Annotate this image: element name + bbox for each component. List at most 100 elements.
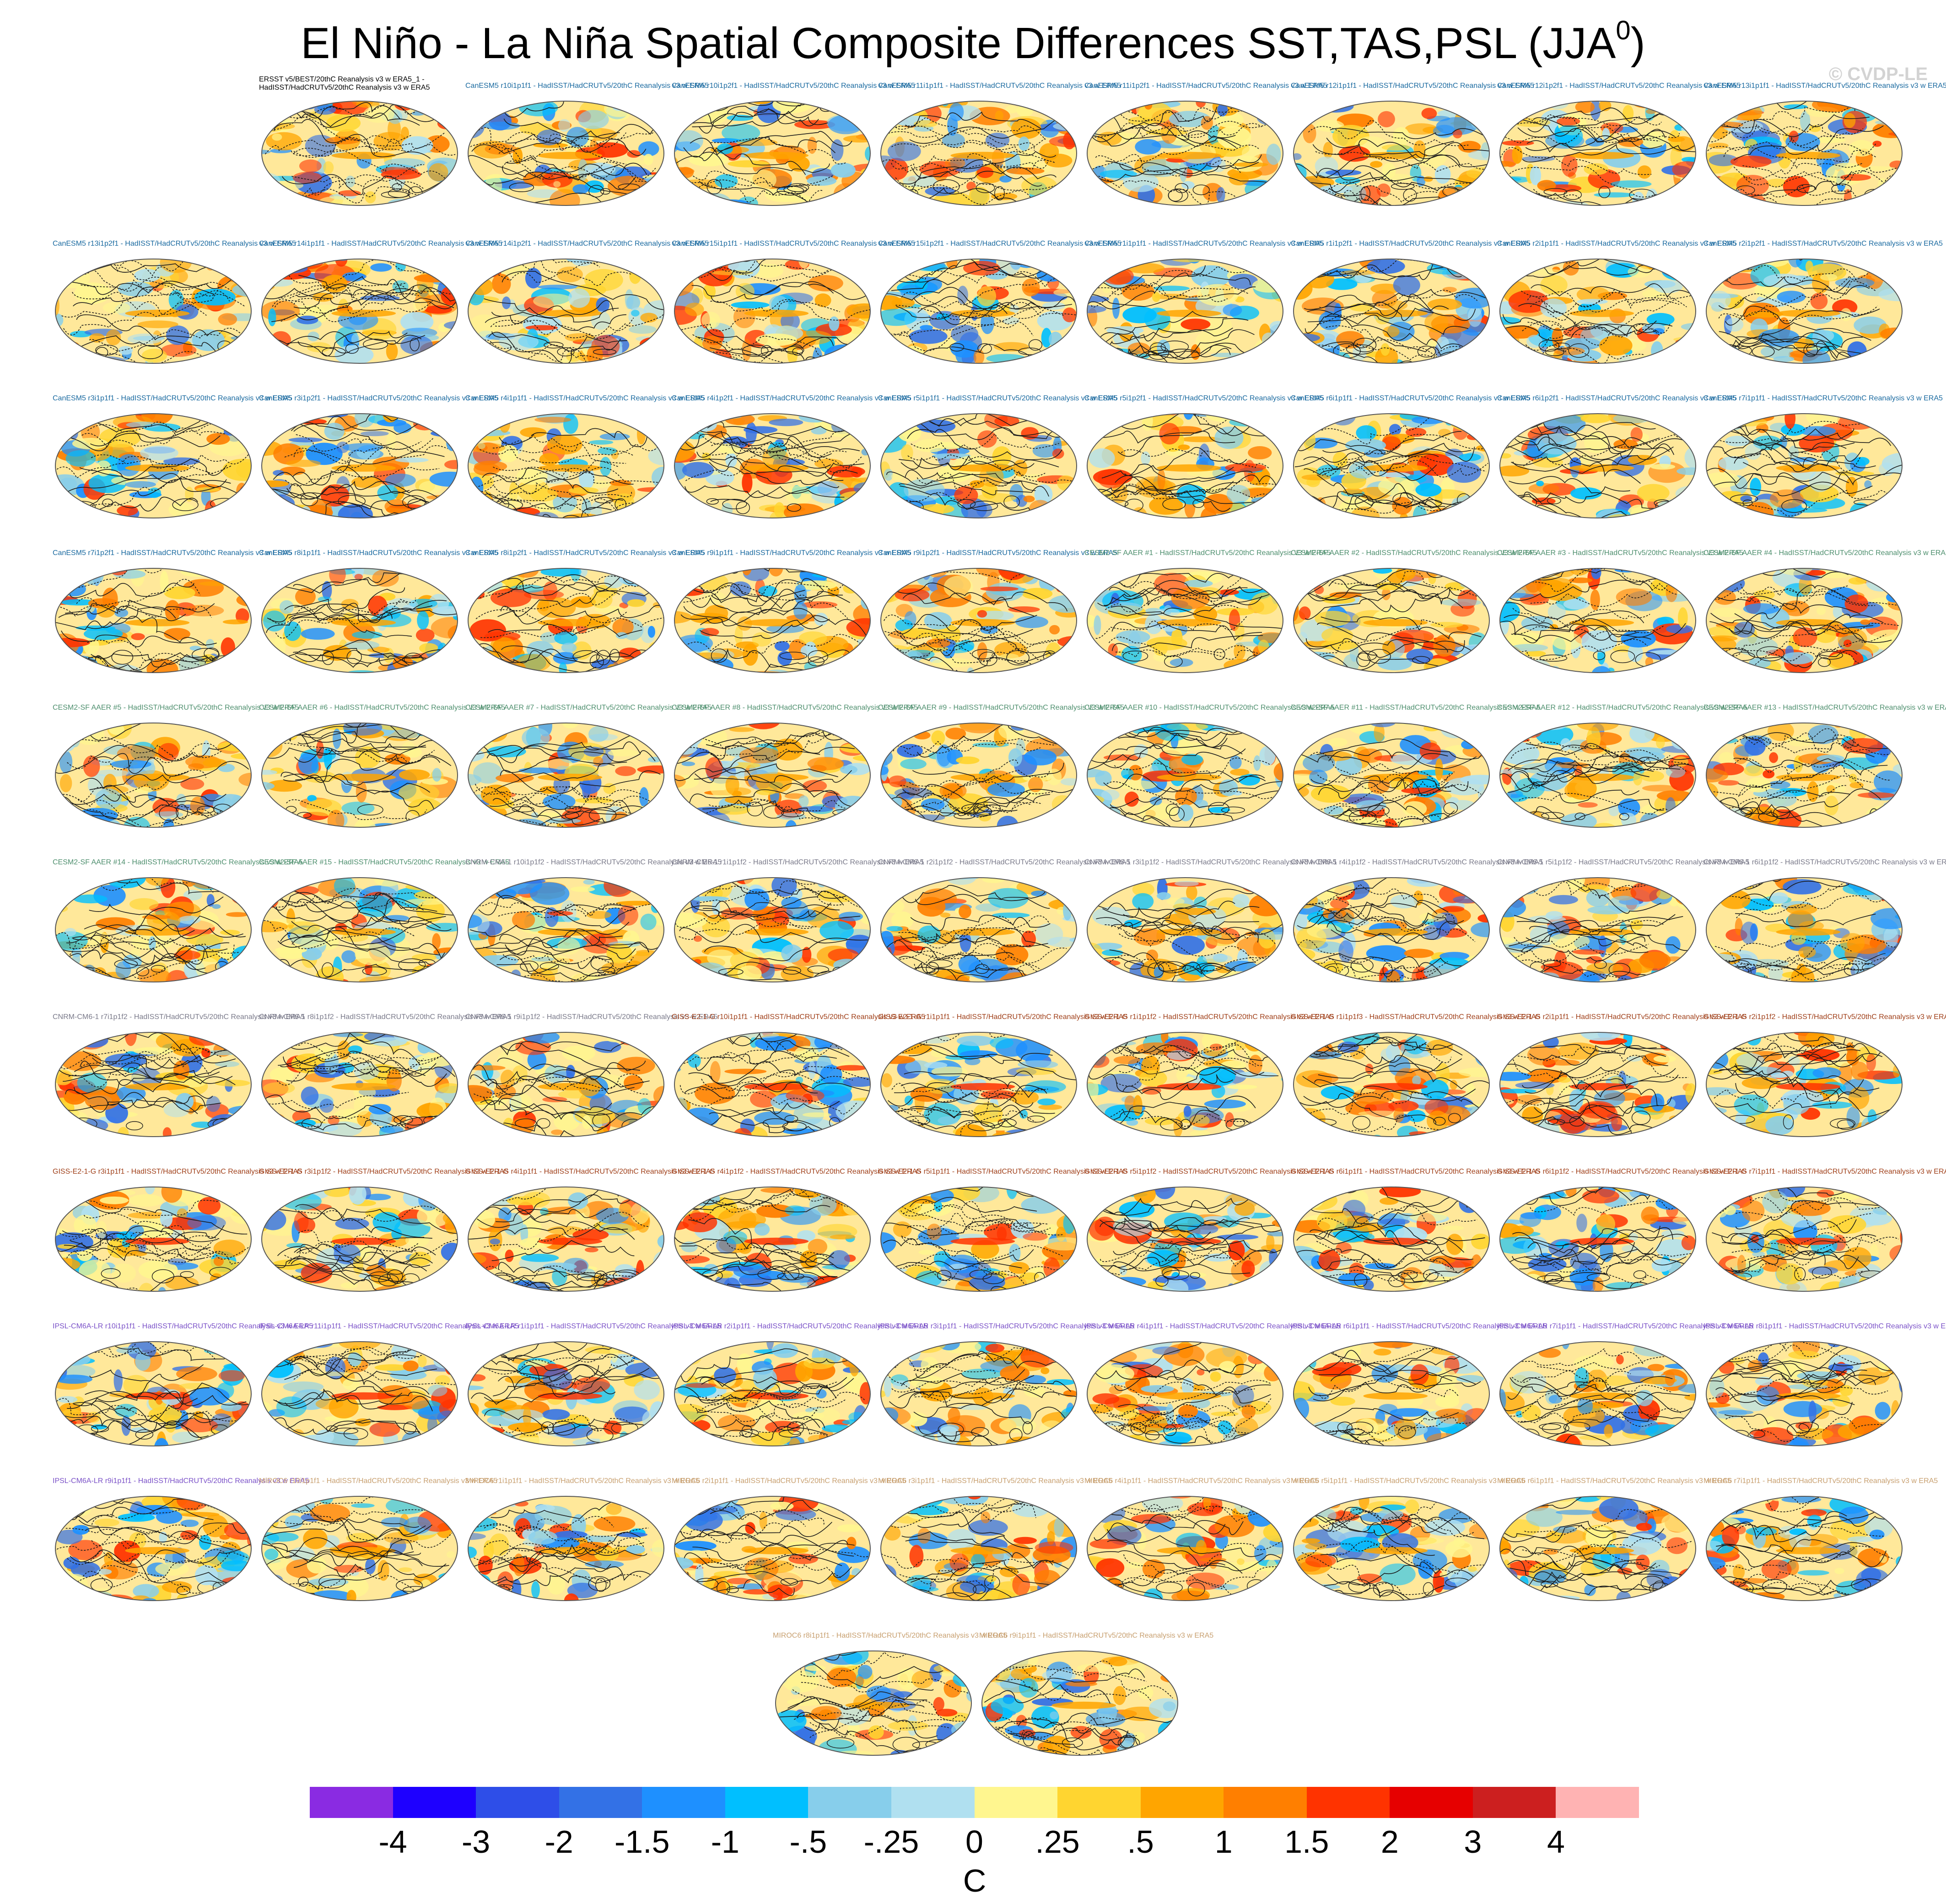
- map-panel: GISS-E2-1-G r10i1p1f1 - HadISST/HadCRUTv…: [672, 1013, 925, 1139]
- page-title: El Niño - La Niña Spatial Composite Diff…: [301, 16, 1645, 68]
- world-map: [1706, 413, 1903, 518]
- world-map: [1499, 413, 1696, 518]
- map-panel-title: CESM2-SF AAER #2 - HadISST/HadCRUTv5/20t…: [1291, 549, 1537, 557]
- map-panel: MIROC6 r2i1p1f1 - HadISST/HadCRUTv5/20th…: [672, 1477, 906, 1603]
- map-panel: CNRM-CM6-1 r4i1p1f2 - HadISST/HadCRUTv5/…: [1291, 858, 1543, 985]
- map-panel: CESM2-SF AAER #1 - HadISST/HadCRUTv5/20t…: [1084, 549, 1331, 675]
- world-map: [55, 877, 252, 982]
- world-map: [880, 723, 1077, 828]
- colorbar-segment: [1224, 1787, 1307, 1818]
- world-map: [55, 1496, 252, 1601]
- map-panel-title: GISS-E2-1-G r4i1p1f1 - HadISST/HadCRUTv5…: [465, 1168, 715, 1176]
- map-panel: GISS-E2-1-G r2i1p1f1 - HadISST/HadCRUTv5…: [1497, 1013, 1747, 1139]
- world-map: [468, 723, 664, 828]
- map-panel-title: CanESM5 r9i1p1f1 - HadISST/HadCRUTv5/20t…: [672, 549, 911, 557]
- world-map: [261, 877, 458, 982]
- map-panel-title: CESM2-SF AAER #5 - HadISST/HadCRUTv5/20t…: [53, 704, 299, 712]
- map-panel: CanESM5 r7i1p2f1 - HadISST/HadCRUTv5/20t…: [53, 549, 292, 675]
- world-map: [468, 1496, 664, 1601]
- map-panel-title: GISS-E2-1-G r3i1p1f1 - HadISST/HadCRUTv5…: [53, 1168, 302, 1176]
- world-map: [55, 568, 252, 673]
- colorbar-tick-label: 0: [965, 1824, 983, 1860]
- map-panel-title: CanESM5 r5i1p2f1 - HadISST/HadCRUTv5/20t…: [1084, 394, 1324, 402]
- world-map: [1293, 723, 1490, 828]
- world-map: [1706, 1341, 1903, 1446]
- map-panel: ERSST v5/BEST/20thC Reanalysis v3 w ERA5…: [259, 76, 460, 208]
- map-panel: CESM2-SF AAER #6 - HadISST/HadCRUTv5/20t…: [259, 704, 505, 830]
- world-map: [55, 1341, 252, 1446]
- map-panel-title: CanESM5 r10i1p2f1 - HadISST/HadCRUTv5/20…: [672, 82, 915, 90]
- map-panel: IPSL-CM6A-LR r2i1p1f1 - HadISST/HadCRUTv…: [672, 1322, 928, 1449]
- colorbar-tick-label: -4: [378, 1824, 407, 1860]
- map-panel: CESM2-SF AAER #15 - HadISST/HadCRUTv5/20…: [259, 858, 509, 985]
- world-map: [1087, 568, 1283, 673]
- map-panel-title: CanESM5 r4i1p1f1 - HadISST/HadCRUTv5/20t…: [465, 394, 705, 402]
- map-panel: CanESM5 r4i1p2f1 - HadISST/HadCRUTv5/20t…: [672, 394, 911, 521]
- colorbar-tick-label: -1.5: [614, 1824, 670, 1860]
- map-panel: CanESM5 r3i1p2f1 - HadISST/HadCRUTv5/20t…: [259, 394, 498, 521]
- world-map: [1087, 1341, 1283, 1446]
- map-panel: CNRM-CM6-1 r6i1p1f2 - HadISST/HadCRUTv5/…: [1703, 858, 1946, 985]
- map-panel: CanESM5 r2i1p1f1 - HadISST/HadCRUTv5/20t…: [1497, 240, 1736, 366]
- map-panel: CanESM5 r10i1p1f1 - HadISST/HadCRUTv5/20…: [465, 82, 709, 208]
- map-panel: CNRM-CM6-1 r8i1p1f2 - HadISST/HadCRUTv5/…: [259, 1013, 511, 1139]
- map-panel-title: CESM2-SF AAER #14 - HadISST/HadCRUTv5/20…: [53, 858, 303, 866]
- colorbar-segment: [974, 1787, 1058, 1818]
- map-panel-title: CESM2-SF AAER #13 - HadISST/HadCRUTv5/20…: [1703, 704, 1946, 712]
- colorbar: [310, 1787, 1639, 1818]
- map-panel: CESM2-SF AAER #4 - HadISST/HadCRUTv5/20t…: [1703, 549, 1946, 675]
- map-panel-title: CanESM5 r2i1p1f1 - HadISST/HadCRUTv5/20t…: [1497, 240, 1736, 248]
- colorbar-segment: [559, 1787, 642, 1818]
- world-map: [981, 1650, 1178, 1756]
- map-panel: CanESM5 r8i1p2f1 - HadISST/HadCRUTv5/20t…: [465, 549, 705, 675]
- colorbar-tick-label: -.5: [789, 1824, 827, 1860]
- map-panel: CNRM-CM6-1 r7i1p1f2 - HadISST/HadCRUTv5/…: [53, 1013, 305, 1139]
- map-panel-title: CanESM5 r8i1p1f1 - HadISST/HadCRUTv5/20t…: [259, 549, 498, 557]
- map-panel-title: IPSL-CM6A-LR r9i1p1f1 - HadISST/HadCRUTv…: [53, 1477, 309, 1485]
- map-panel-title: GISS-E2-1-G r10i1p1f1 - HadISST/HadCRUTv…: [672, 1013, 925, 1021]
- world-map: [1293, 1032, 1490, 1137]
- map-panel: MIROC6 r5i1p1f1 - HadISST/HadCRUTv5/20th…: [1291, 1477, 1525, 1603]
- map-panel-title: CanESM5 r9i1p2f1 - HadISST/HadCRUTv5/20t…: [878, 549, 1117, 557]
- colorbar-segment: [1472, 1787, 1556, 1818]
- world-map: [775, 1650, 972, 1756]
- map-panel: GISS-E2-1-G r5i1p1f1 - HadISST/HadCRUTv5…: [878, 1168, 1127, 1294]
- map-panel-title: CanESM5 r4i1p2f1 - HadISST/HadCRUTv5/20t…: [672, 394, 911, 402]
- world-map: [1087, 259, 1283, 364]
- map-panel-title: GISS-E2-1-G r1i1p1f2 - HadISST/HadCRUTv5…: [1084, 1013, 1334, 1021]
- map-panel: CNRM-CM6-1 r10i1p1f2 - HadISST/HadCRUTv5…: [465, 858, 722, 985]
- world-map: [880, 877, 1077, 982]
- map-panel: CESM2-SF AAER #12 - HadISST/HadCRUTv5/20…: [1497, 704, 1747, 830]
- map-panel-title: CESM2-SF AAER #12 - HadISST/HadCRUTv5/20…: [1497, 704, 1747, 712]
- map-panel: CanESM5 r9i1p1f1 - HadISST/HadCRUTv5/20t…: [672, 549, 911, 675]
- map-panel: CanESM5 r14i1p1f1 - HadISST/HadCRUTv5/20…: [259, 240, 502, 366]
- colorbar-tick-label: -.25: [863, 1824, 919, 1860]
- world-map: [880, 1032, 1077, 1137]
- map-panel: GISS-E2-1-G r4i1p1f2 - HadISST/HadCRUTv5…: [672, 1168, 921, 1294]
- map-panel: CNRM-CM6-1 r9i1p1f2 - HadISST/HadCRUTv5/…: [465, 1013, 717, 1139]
- map-panel-title: GISS-E2-1-G r6i1p1f2 - HadISST/HadCRUTv5…: [1497, 1168, 1747, 1176]
- map-panel: IPSL-CM6A-LR r8i1p1f1 - HadISST/HadCRUTv…: [1703, 1322, 1946, 1449]
- world-map: [1293, 877, 1490, 982]
- map-panel-title: GISS-E2-1-G r2i1p1f2 - HadISST/HadCRUTv5…: [1703, 1013, 1946, 1021]
- map-panel: IPSL-CM6A-LR r7i1p1f1 - HadISST/HadCRUTv…: [1497, 1322, 1753, 1449]
- colorbar-segment: [1390, 1787, 1473, 1818]
- map-panel-title: CESM2-SF AAER #6 - HadISST/HadCRUTv5/20t…: [259, 704, 505, 712]
- map-panel-title: CanESM5 r7i1p1f1 - HadISST/HadCRUTv5/20t…: [1703, 394, 1943, 402]
- colorbar-segment: [808, 1787, 891, 1818]
- map-panel-title: MIROC6 r9i1p1f1 - HadISST/HadCRUTv5/20th…: [979, 1632, 1214, 1640]
- map-panel: CESM2-SF AAER #5 - HadISST/HadCRUTv5/20t…: [53, 704, 299, 830]
- map-panel-title: MIROC6 r1i1p1f1 - HadISST/HadCRUTv5/20th…: [465, 1477, 700, 1485]
- map-panel-title: CanESM5 r14i1p2f1 - HadISST/HadCRUTv5/20…: [465, 240, 709, 248]
- map-panel: MIROC6 r9i1p1f1 - HadISST/HadCRUTv5/20th…: [979, 1632, 1213, 1758]
- colorbar-tick-label: -3: [462, 1824, 491, 1860]
- map-panel-title: MIROC6 r3i1p1f1 - HadISST/HadCRUTv5/20th…: [878, 1477, 1113, 1485]
- world-map: [1499, 1341, 1696, 1446]
- map-panel: CESM2-SF AAER #7 - HadISST/HadCRUTv5/20t…: [465, 704, 712, 830]
- map-panel-title: CanESM5 r1i1p2f1 - HadISST/HadCRUTv5/20t…: [1291, 240, 1530, 248]
- map-panel-title: CNRM-CM6-1 r5i1p1f2 - HadISST/HadCRUTv5/…: [1497, 858, 1750, 866]
- world-map: [1293, 1496, 1490, 1601]
- map-panel-title: IPSL-CM6A-LR r2i1p1f1 - HadISST/HadCRUTv…: [672, 1322, 928, 1330]
- world-map: [1087, 1496, 1283, 1601]
- map-panel: GISS-E2-1-G r5i1p1f2 - HadISST/HadCRUTv5…: [1084, 1168, 1334, 1294]
